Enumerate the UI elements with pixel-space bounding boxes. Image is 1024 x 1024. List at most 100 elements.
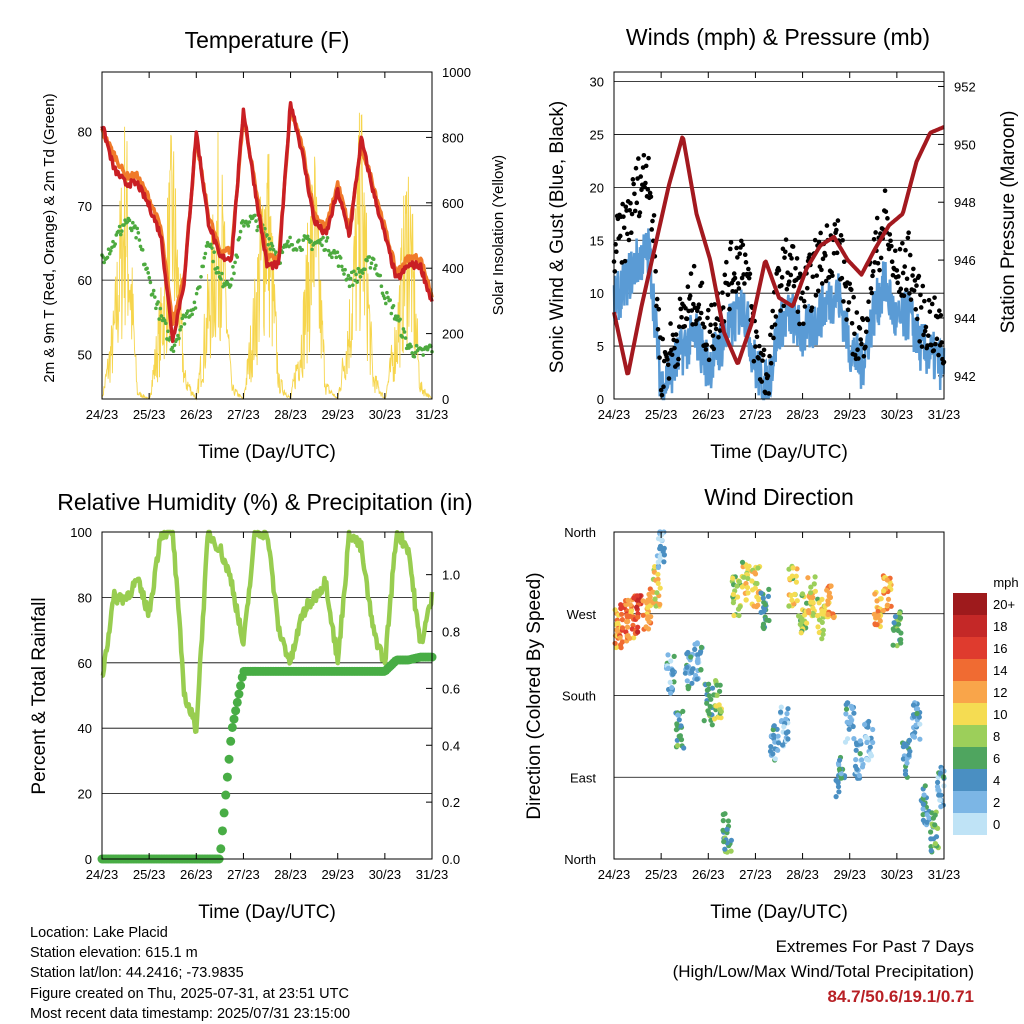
dewpoint-point	[116, 229, 121, 234]
gust-point	[672, 345, 677, 351]
gust-point	[768, 332, 773, 338]
winds-xtick-label: 31/23	[928, 407, 961, 422]
dewpoint-point	[140, 248, 145, 252]
direction-point	[635, 629, 641, 635]
dewpoint-point	[309, 239, 313, 243]
gust-point	[628, 230, 634, 236]
dewpoint-point	[265, 233, 269, 237]
direction-point	[831, 614, 837, 621]
direction-point	[808, 584, 814, 590]
direction-point	[673, 727, 680, 733]
direction-point	[794, 566, 800, 572]
gust-point	[783, 237, 789, 242]
direction-point	[618, 602, 624, 608]
direction-point	[659, 537, 665, 543]
direction-point	[808, 590, 814, 596]
dewpoint-point	[345, 277, 350, 281]
direction-point	[749, 578, 755, 584]
dewpoint-point	[117, 224, 122, 229]
gust-point	[620, 201, 625, 207]
direction-point	[615, 620, 621, 626]
colorbar-swatch	[953, 637, 987, 659]
gust-point	[738, 238, 744, 244]
gust-point	[633, 165, 639, 171]
dewpoint-point	[323, 247, 328, 252]
gust-point	[900, 240, 905, 246]
direction-point	[688, 654, 694, 660]
direction-point	[624, 624, 631, 630]
direction-point	[675, 742, 681, 749]
gust-point	[855, 347, 860, 352]
station-location: Location: Lake Placid	[30, 925, 168, 941]
gust-point	[742, 252, 748, 258]
direction-point	[766, 586, 772, 593]
direction-point	[670, 671, 676, 677]
gust-point	[699, 280, 705, 286]
direction-point	[892, 614, 899, 620]
direction-point	[678, 737, 685, 743]
gust-point	[917, 339, 922, 344]
direction-point	[640, 598, 646, 604]
direction-point	[778, 709, 784, 715]
direction-point	[783, 730, 789, 736]
direction-point	[930, 815, 937, 821]
gust-point	[856, 356, 861, 361]
direction-point	[717, 688, 723, 695]
direction-point	[819, 596, 825, 603]
gust-point	[627, 208, 633, 213]
temperature-xtick-label: 25/23	[133, 407, 166, 422]
humidity-xtick-label: 25/23	[133, 867, 166, 882]
direction-point	[741, 574, 747, 580]
direction-point	[657, 601, 663, 608]
precip-ytick-label: 0.4	[442, 738, 460, 753]
dewpoint-point	[398, 317, 402, 322]
dewpoint-point	[134, 235, 138, 240]
gust-point	[852, 352, 858, 358]
direction-point	[850, 723, 856, 730]
dewpoint-point	[391, 303, 396, 308]
direction-point	[612, 607, 618, 613]
direction-point	[771, 723, 777, 729]
direction-point	[745, 575, 751, 582]
direction-point	[898, 640, 904, 646]
direction-point	[875, 608, 881, 615]
direction-point	[730, 575, 736, 581]
gust-point	[929, 342, 934, 348]
gust-point	[660, 336, 666, 342]
colorbar-label: 14	[993, 663, 1007, 678]
gust-point	[897, 246, 903, 252]
direction-point	[689, 680, 695, 686]
direction-point	[668, 658, 674, 664]
gust-point	[673, 332, 679, 337]
gust-point	[794, 256, 800, 261]
dewpoint-point	[386, 295, 390, 300]
gust-point	[661, 384, 666, 390]
direction-point	[910, 702, 917, 708]
gust-point	[812, 237, 818, 243]
gust-point	[910, 273, 915, 278]
gust-point	[900, 270, 906, 276]
gust-point	[911, 266, 916, 272]
direction-point	[874, 598, 880, 604]
gust-point	[871, 236, 877, 242]
dewpoint-point	[253, 213, 257, 218]
direction-point	[778, 704, 784, 710]
colorbar-label: 6	[993, 751, 1000, 766]
direction-point	[706, 681, 712, 687]
dewpoint-point	[179, 325, 183, 329]
gust-point	[707, 329, 713, 335]
gust-point	[800, 290, 805, 295]
direction-point	[785, 706, 791, 712]
direction-ytick-label: West	[567, 607, 597, 622]
direction-point	[924, 819, 930, 825]
direction-point	[872, 591, 878, 597]
direction-point	[810, 612, 817, 618]
direction-point	[764, 617, 770, 623]
gust-point	[761, 347, 767, 353]
gust-point	[757, 343, 762, 349]
dewpoint-point	[286, 239, 290, 244]
direction-point	[657, 553, 663, 560]
gust-point	[914, 283, 919, 288]
gust-point	[815, 288, 821, 294]
winds-ylabel: Sonic Wind & Gust (Blue, Black)	[547, 101, 568, 373]
